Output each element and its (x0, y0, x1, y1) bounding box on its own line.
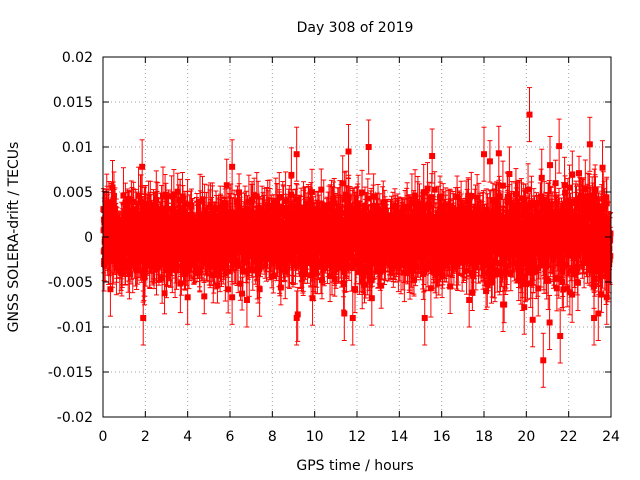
data-marker (135, 258, 142, 265)
data-marker (130, 198, 137, 205)
data-marker (141, 269, 148, 276)
data-marker (125, 257, 132, 264)
data-marker (120, 192, 127, 199)
data-marker (133, 267, 140, 274)
data-marker (129, 260, 136, 267)
data-marker (161, 290, 168, 297)
data-marker (214, 282, 221, 289)
data-marker (112, 206, 119, 213)
data-marker (159, 275, 166, 282)
data-marker (135, 192, 142, 199)
data-marker (177, 280, 184, 287)
data-marker (147, 201, 154, 208)
data-marker (126, 271, 133, 278)
data-marker (118, 254, 125, 261)
data-marker (122, 260, 129, 267)
data-series (100, 87, 614, 388)
data-marker (142, 200, 149, 207)
data-marker (201, 293, 208, 300)
data-marker (124, 202, 131, 209)
data-marker (162, 193, 169, 200)
data-marker (153, 197, 160, 204)
data-marker (165, 213, 172, 220)
data-marker (223, 182, 230, 189)
data-marker (110, 197, 117, 204)
